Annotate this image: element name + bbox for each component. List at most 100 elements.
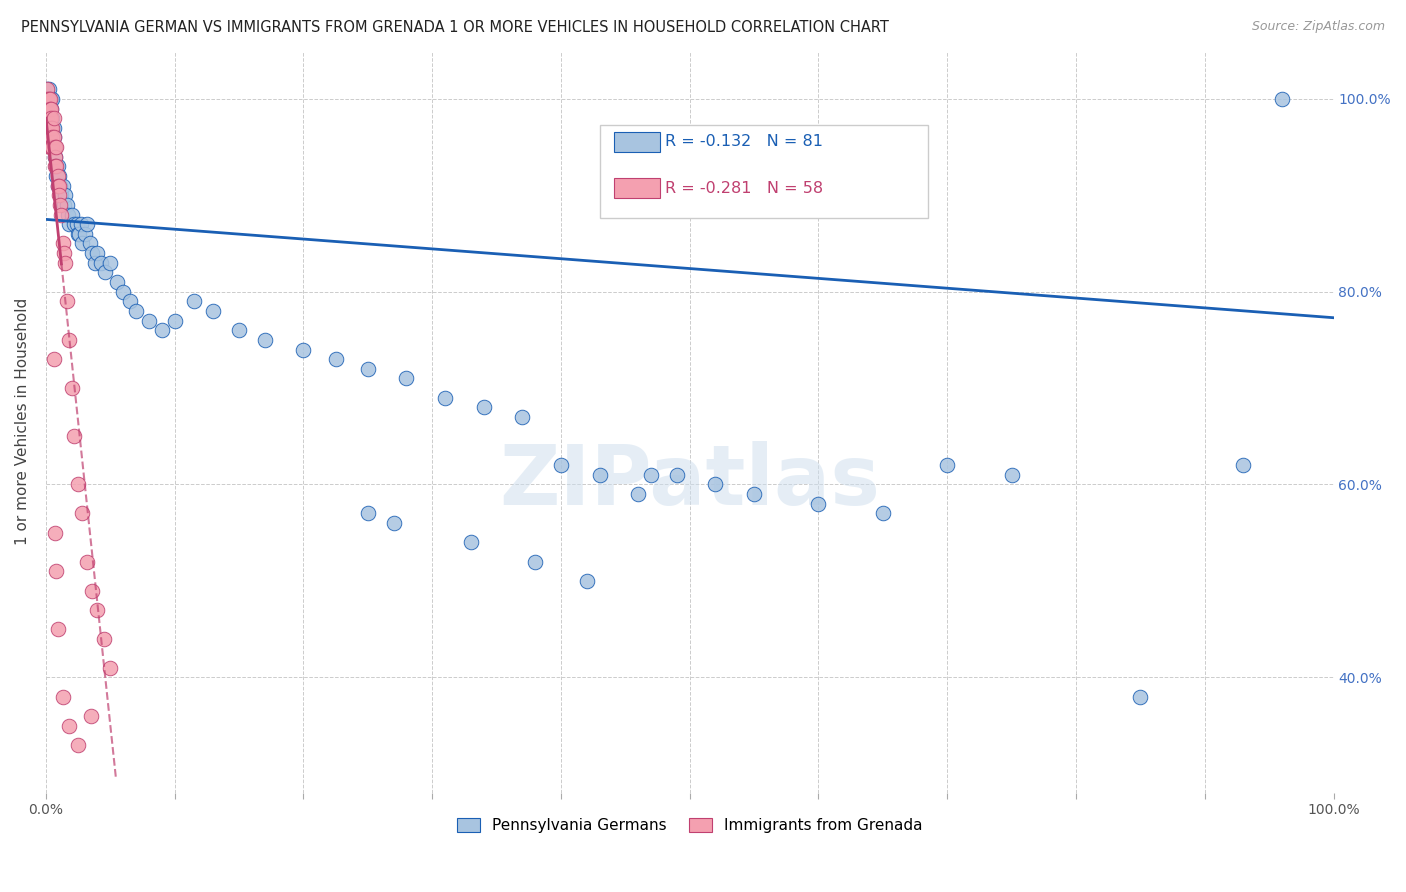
Point — [90, 256, 112, 270]
Point — [38, 111, 60, 125]
Point — [37, 120, 59, 135]
Point — [44, 160, 66, 174]
Point — [48, 178, 70, 193]
Point — [42, 130, 65, 145]
Point — [58, 217, 80, 231]
Point — [51, 188, 73, 202]
Point — [79, 236, 101, 251]
Point — [38, 92, 60, 106]
Point — [58, 718, 80, 732]
Point — [39, 102, 62, 116]
Point — [45, 564, 67, 578]
Point — [82, 246, 104, 260]
Point — [83, 256, 105, 270]
Point — [86, 246, 108, 260]
Point — [1232, 458, 1254, 473]
Point — [357, 361, 380, 376]
Point — [163, 313, 186, 327]
Point — [627, 487, 650, 501]
Point — [46, 178, 69, 193]
Point — [704, 477, 727, 491]
Point — [460, 535, 482, 549]
Point — [150, 323, 173, 337]
Point — [38, 130, 60, 145]
Point — [807, 497, 830, 511]
Point — [46, 622, 69, 636]
Point — [125, 304, 148, 318]
Point — [46, 160, 69, 174]
Point — [37, 82, 59, 96]
Point — [37, 92, 59, 106]
Point — [46, 178, 69, 193]
Point — [382, 516, 405, 530]
Point — [86, 603, 108, 617]
Point — [38, 102, 60, 116]
Point — [37, 111, 59, 125]
Point — [38, 82, 60, 96]
Point — [44, 140, 66, 154]
Text: Source: ZipAtlas.com: Source: ZipAtlas.com — [1251, 20, 1385, 33]
Point — [575, 574, 598, 588]
Point — [44, 140, 66, 154]
Point — [357, 507, 380, 521]
FancyBboxPatch shape — [614, 178, 661, 198]
Point — [38, 92, 60, 106]
Point — [38, 111, 60, 125]
Point — [53, 188, 76, 202]
Point — [512, 410, 534, 425]
Point — [640, 467, 662, 482]
Point — [37, 92, 59, 106]
Point — [228, 323, 250, 337]
Point — [38, 92, 60, 106]
Point — [70, 507, 93, 521]
FancyBboxPatch shape — [614, 132, 661, 153]
Point — [41, 140, 63, 154]
Point — [41, 120, 63, 135]
Point — [63, 217, 86, 231]
Legend: Pennsylvania Germans, Immigrants from Grenada: Pennsylvania Germans, Immigrants from Gr… — [449, 811, 931, 841]
Point — [41, 92, 63, 106]
Point — [39, 102, 62, 116]
Point — [524, 555, 547, 569]
Point — [44, 150, 66, 164]
Point — [69, 227, 91, 241]
Point — [38, 120, 60, 135]
Point — [38, 92, 60, 106]
Point — [872, 507, 894, 521]
Point — [51, 208, 73, 222]
Point — [1001, 467, 1024, 482]
Point — [588, 467, 610, 482]
Text: R = -0.281   N = 58: R = -0.281 N = 58 — [665, 180, 824, 195]
Point — [38, 140, 60, 154]
Point — [45, 169, 67, 183]
Point — [82, 583, 104, 598]
Point — [53, 198, 76, 212]
Point — [69, 217, 91, 231]
Point — [56, 208, 79, 222]
FancyBboxPatch shape — [599, 125, 928, 218]
Point — [38, 102, 60, 116]
Point — [38, 130, 60, 145]
Point — [94, 265, 117, 279]
Point — [39, 140, 62, 154]
Point — [67, 227, 90, 241]
Point — [70, 236, 93, 251]
Point — [434, 391, 457, 405]
Point — [45, 160, 67, 174]
Point — [550, 458, 572, 473]
Point — [38, 102, 60, 116]
Y-axis label: 1 or more Vehicles in Household: 1 or more Vehicles in Household — [15, 298, 30, 545]
Point — [292, 343, 315, 357]
Point — [58, 333, 80, 347]
Point — [1271, 92, 1294, 106]
Point — [63, 429, 86, 443]
Point — [49, 198, 72, 212]
Point — [42, 130, 65, 145]
Point — [98, 660, 121, 674]
Point — [118, 294, 141, 309]
Point — [138, 313, 160, 327]
Point — [66, 217, 89, 231]
Point — [73, 227, 96, 241]
Point — [45, 160, 67, 174]
Point — [98, 256, 121, 270]
